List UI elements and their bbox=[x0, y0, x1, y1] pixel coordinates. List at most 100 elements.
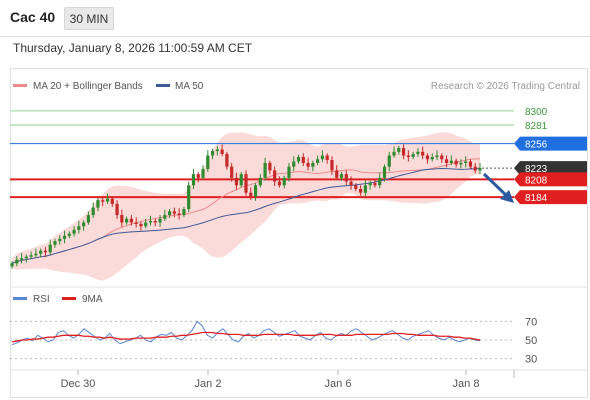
candle bbox=[129, 215, 133, 226]
candle bbox=[263, 157, 267, 181]
candle bbox=[411, 151, 415, 160]
candle bbox=[24, 254, 28, 263]
candle bbox=[287, 162, 291, 182]
candle bbox=[435, 150, 439, 160]
candle bbox=[296, 154, 301, 164]
level-tag-8184 bbox=[514, 190, 587, 205]
candle bbox=[172, 207, 176, 218]
candle bbox=[225, 151, 229, 170]
candle bbox=[425, 153, 430, 164]
candle bbox=[105, 193, 110, 204]
candle bbox=[459, 159, 463, 169]
candle bbox=[82, 220, 86, 231]
ma50-line bbox=[11, 168, 481, 264]
candle bbox=[344, 170, 348, 186]
ma50-legend-swatch bbox=[156, 84, 170, 87]
bollinger-band bbox=[12, 132, 480, 281]
candle bbox=[96, 197, 100, 212]
candle bbox=[201, 165, 205, 181]
candle bbox=[268, 160, 272, 175]
candle bbox=[392, 146, 396, 158]
candle bbox=[187, 181, 191, 213]
candle bbox=[72, 226, 76, 237]
candle bbox=[110, 196, 114, 207]
candle bbox=[134, 217, 138, 228]
candle bbox=[220, 144, 224, 157]
ma9-legend-swatch bbox=[62, 297, 76, 300]
candle bbox=[282, 175, 286, 189]
candle bbox=[144, 218, 148, 229]
candle bbox=[19, 252, 24, 264]
rsi-series-9MA bbox=[11, 331, 481, 343]
candle bbox=[335, 165, 339, 181]
instrument-title: Cac 40 bbox=[10, 9, 56, 25]
rsi-legend-swatch bbox=[13, 297, 27, 300]
candle bbox=[292, 156, 296, 172]
level-tag-8256 bbox=[514, 136, 587, 151]
candle bbox=[139, 221, 143, 231]
candle bbox=[330, 156, 334, 175]
level-tag-8208 bbox=[514, 172, 587, 187]
x-tick-label: Jan 2 bbox=[195, 378, 222, 390]
candle bbox=[339, 171, 344, 181]
candle bbox=[363, 180, 367, 197]
level-label-8281: 8281 bbox=[525, 121, 548, 132]
x-tick-label: Dec 30 bbox=[61, 378, 96, 390]
timeframe-button[interactable]: 30 MIN bbox=[64, 7, 114, 30]
candle bbox=[182, 206, 186, 218]
research-credit: Research © 2026 Trading Central bbox=[431, 81, 580, 92]
candle bbox=[244, 170, 248, 196]
candle bbox=[120, 209, 124, 227]
candle bbox=[249, 187, 253, 201]
candle bbox=[473, 162, 477, 174]
candle bbox=[53, 238, 57, 248]
candle bbox=[86, 211, 91, 225]
candle bbox=[258, 174, 262, 188]
rsi-series-RSI bbox=[11, 320, 481, 346]
ma20-legend-label: MA 20 + Bollinger Bands bbox=[33, 81, 143, 92]
candle bbox=[67, 231, 71, 239]
candle bbox=[320, 150, 325, 163]
candle bbox=[148, 215, 153, 226]
rsi-lines bbox=[11, 320, 481, 346]
candle bbox=[206, 150, 210, 172]
candle bbox=[306, 157, 310, 171]
candle bbox=[153, 218, 157, 227]
candle bbox=[440, 153, 444, 163]
candle bbox=[354, 183, 358, 192]
rsi-legend-label: RSI bbox=[33, 294, 50, 305]
candle bbox=[230, 162, 234, 182]
candle bbox=[210, 148, 215, 160]
candles bbox=[10, 144, 482, 269]
top-bar: Cac 40 30 MIN bbox=[0, 0, 590, 36]
candle bbox=[39, 248, 43, 258]
level-label-8256: 8256 bbox=[525, 140, 548, 151]
price-levels bbox=[10, 110, 514, 199]
candle bbox=[29, 251, 33, 259]
candle bbox=[234, 172, 239, 190]
candle bbox=[373, 179, 377, 188]
candle bbox=[449, 155, 453, 166]
level-tag-8223 bbox=[514, 161, 587, 176]
candle bbox=[325, 153, 329, 164]
candle bbox=[416, 148, 420, 158]
candle bbox=[215, 145, 219, 156]
candle bbox=[62, 230, 67, 244]
level-label-8208: 8208 bbox=[525, 175, 548, 186]
candle bbox=[48, 239, 52, 255]
candle bbox=[359, 185, 363, 196]
candle bbox=[253, 183, 258, 201]
header-divider bbox=[0, 36, 590, 37]
candle bbox=[177, 208, 181, 220]
candle bbox=[91, 202, 95, 219]
candle bbox=[301, 153, 305, 166]
candle bbox=[163, 209, 167, 221]
candle bbox=[58, 235, 62, 245]
rsi-tick-70: 70 bbox=[525, 316, 537, 328]
candle bbox=[368, 180, 372, 190]
candle bbox=[10, 261, 14, 269]
candle bbox=[464, 156, 468, 168]
rsi-tick-30: 30 bbox=[525, 354, 537, 366]
candle bbox=[316, 155, 320, 166]
